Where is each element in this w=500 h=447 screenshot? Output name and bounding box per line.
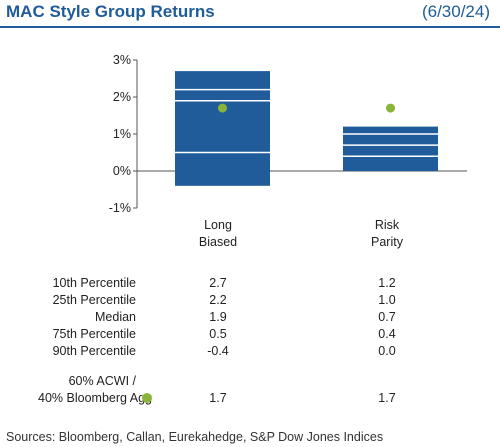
y-tick-label: 0% xyxy=(113,164,131,178)
benchmark-label-line1: 60% ACWI / xyxy=(68,374,136,388)
cell-risk-parity-75th: 0.4 xyxy=(378,327,396,341)
cell-long-biased-benchmark: 1.7 xyxy=(209,391,227,405)
category-label-risk-parity: Risk Parity xyxy=(327,217,447,251)
cell-long-biased-median: 1.9 xyxy=(209,310,227,324)
row-label-25th: 25th Percentile xyxy=(52,293,136,307)
category-label-long-biased: Long Biased xyxy=(158,217,278,251)
category-label-line: Long xyxy=(204,218,232,232)
category-label-line: Biased xyxy=(198,235,238,249)
y-tick-label: 3% xyxy=(113,53,131,67)
cell-risk-parity-median: 0.7 xyxy=(378,310,396,324)
benchmark-point xyxy=(218,103,227,113)
cell-risk-parity-90th: 0.0 xyxy=(378,344,396,358)
category-label-line: Risk xyxy=(374,218,400,232)
percentile-bar xyxy=(175,71,270,186)
chart-date: (6/30/24) xyxy=(421,2,490,21)
category-label-line: Parity xyxy=(371,235,403,249)
sources-note: Sources: Bloomberg, Callan, Eurekahedge,… xyxy=(6,430,384,444)
cell-risk-parity-25th: 1.0 xyxy=(378,293,396,307)
benchmark-label-line2: 40% Bloomberg Agg xyxy=(38,391,152,405)
chart-title: MAC Style Group Returns xyxy=(6,2,215,21)
benchmark-point xyxy=(386,103,395,113)
cell-risk-parity-10th: 1.2 xyxy=(378,276,396,290)
cell-long-biased-90th: -0.4 xyxy=(207,344,229,358)
row-label-90th: 90th Percentile xyxy=(52,344,136,358)
cell-long-biased-75th: 0.5 xyxy=(209,327,227,341)
row-label-75th: 75th Percentile xyxy=(52,327,136,341)
cell-long-biased-25th: 2.2 xyxy=(209,293,227,307)
title-rule xyxy=(0,26,500,28)
y-tick-label: -1% xyxy=(109,201,131,215)
y-tick-label: 1% xyxy=(113,127,131,141)
returns-chart: 3% 2% 1% 0% -1% xyxy=(109,53,467,215)
cell-risk-parity-benchmark: 1.7 xyxy=(378,391,396,405)
benchmark-dot-icon xyxy=(142,393,152,403)
cell-long-biased-10th: 2.7 xyxy=(209,276,227,290)
y-tick-label: 2% xyxy=(113,90,131,104)
row-label-10th: 10th Percentile xyxy=(52,276,136,290)
row-label-median: Median xyxy=(95,310,136,324)
